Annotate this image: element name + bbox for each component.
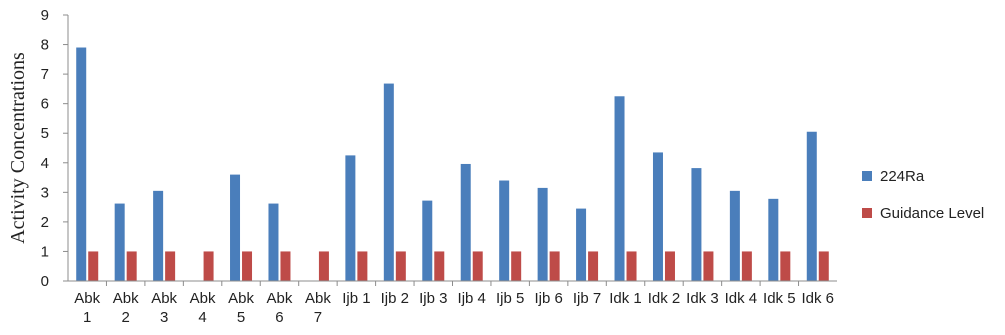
y-tick-label: 9 <box>41 7 49 24</box>
bar-224ra <box>460 163 471 281</box>
x-tick-label: Ijb 6 <box>534 290 562 307</box>
y-tick-label: 2 <box>41 214 49 231</box>
bar-guidance-level <box>472 251 483 281</box>
x-tick-label: Abk 3 <box>151 290 177 326</box>
y-tick-label: 3 <box>41 184 49 201</box>
bar-224ra <box>806 131 817 281</box>
x-tick-label: Abk 4 <box>190 290 216 326</box>
x-tick-label: Idk 6 <box>802 290 835 307</box>
bar-guidance-level <box>434 251 445 281</box>
legend-swatch <box>862 208 872 218</box>
x-tick-label: Ijb 2 <box>381 290 409 307</box>
x-tick-label: Idk 1 <box>609 290 642 307</box>
bar-224ra <box>499 180 510 281</box>
bar-224ra <box>729 190 740 281</box>
x-tick-label: Idk 5 <box>763 290 796 307</box>
x-tick-label: Ijb 1 <box>342 290 370 307</box>
y-tick-label: 5 <box>41 125 49 142</box>
bar-224ra <box>230 174 241 281</box>
x-tick-label: Idk 4 <box>725 290 758 307</box>
bar-224ra <box>691 168 702 281</box>
x-tick-label: Ijb 3 <box>419 290 447 307</box>
bar-224ra <box>153 190 164 281</box>
x-tick-label: Abk 1 <box>74 290 100 326</box>
bar-guidance-level <box>318 251 329 281</box>
bar-guidance-level <box>588 251 599 281</box>
y-tick-label: 0 <box>41 273 49 290</box>
x-tick-label: Abk 2 <box>113 290 139 326</box>
bar-guidance-level <box>664 251 675 281</box>
bar-guidance-level <box>357 251 368 281</box>
x-tick-label: Ijb 7 <box>573 290 601 307</box>
bar-224ra <box>576 208 587 281</box>
bar-guidance-level <box>280 251 291 281</box>
bar-224ra <box>76 47 87 282</box>
x-tick-label: Idk 3 <box>686 290 719 307</box>
bar-guidance-level <box>549 251 560 281</box>
x-tick-label: Abk 7 <box>305 290 331 326</box>
bar-224ra <box>537 187 548 281</box>
bar-guidance-level <box>741 251 752 281</box>
bar-guidance-level <box>203 251 214 281</box>
bar-224ra <box>268 203 279 281</box>
bar-guidance-level <box>165 251 176 281</box>
bar-guidance-level <box>88 251 99 281</box>
y-tick-label: 8 <box>41 37 49 54</box>
legend-swatch <box>862 171 872 181</box>
bar-224ra <box>768 198 779 281</box>
x-tick-label: Idk 2 <box>648 290 681 307</box>
bar-224ra <box>383 83 394 282</box>
bar-guidance-level <box>818 251 829 281</box>
bar-guidance-level <box>126 251 137 281</box>
bar-guidance-level <box>780 251 791 281</box>
bar-224ra <box>422 200 433 281</box>
legend-label: 224Ra <box>880 168 925 185</box>
y-tick-label: 6 <box>41 96 49 113</box>
bar-224ra <box>652 152 663 281</box>
bar-guidance-level <box>511 251 522 281</box>
bar-guidance-level <box>395 251 406 281</box>
y-tick-label: 1 <box>41 243 49 260</box>
bar-224ra <box>614 96 625 282</box>
bar-224ra <box>345 155 356 281</box>
legend: 224Ra Guidance Level <box>862 168 984 222</box>
bar-guidance-level <box>242 251 253 281</box>
bars <box>76 47 829 286</box>
bar-guidance-level <box>703 251 714 281</box>
y-tick-label: 7 <box>41 66 49 83</box>
legend-label: Guidance Level <box>880 205 984 222</box>
y-axis-label: Activity Concentrations <box>7 52 29 244</box>
y-axis-ticks: 0 1 2 3 4 5 6 7 8 9 <box>41 7 68 290</box>
x-tick-label: Abk 5 <box>228 290 254 326</box>
x-tick-label: Ijb 4 <box>458 290 486 307</box>
y-tick-label: 4 <box>41 155 49 172</box>
x-tick-label: Abk 6 <box>267 290 293 326</box>
bar-guidance-level <box>626 251 637 281</box>
bar-224ra <box>114 203 125 281</box>
x-tick-label: Ijb 5 <box>496 290 524 307</box>
x-axis-labels: Abk 1 Abk 2 Abk 3 Abk 4 Abk 5 Abk 6 Abk 7 Ijb 1 Ijb 2 Ij… <box>74 290 834 326</box>
